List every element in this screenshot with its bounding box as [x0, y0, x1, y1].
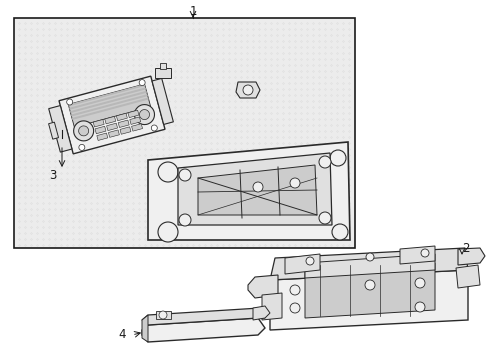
Polygon shape [148, 142, 349, 240]
Polygon shape [142, 308, 264, 325]
Bar [108, 130, 119, 138]
Circle shape [158, 222, 178, 242]
Text: 1: 1 [189, 5, 196, 18]
Bar [160, 63, 165, 69]
Text: 2: 2 [461, 242, 468, 255]
Circle shape [179, 169, 191, 181]
Bar [152, 78, 173, 125]
Circle shape [243, 85, 252, 95]
Circle shape [66, 99, 73, 105]
Bar [116, 113, 127, 121]
Circle shape [414, 302, 424, 312]
Circle shape [139, 109, 149, 120]
Polygon shape [236, 82, 260, 98]
Bar [69, 87, 146, 110]
Polygon shape [142, 315, 148, 342]
Circle shape [289, 285, 299, 295]
Polygon shape [457, 248, 484, 265]
Bar [104, 116, 116, 124]
Circle shape [420, 249, 428, 257]
Circle shape [159, 311, 167, 319]
Bar [129, 117, 141, 125]
Bar [156, 311, 171, 319]
Circle shape [134, 104, 154, 125]
Circle shape [289, 303, 299, 313]
Polygon shape [455, 265, 479, 288]
Circle shape [364, 280, 374, 290]
Bar [93, 120, 104, 127]
Circle shape [318, 156, 330, 168]
Polygon shape [142, 318, 264, 342]
Polygon shape [305, 254, 434, 278]
Polygon shape [178, 153, 331, 225]
Circle shape [305, 257, 313, 265]
Circle shape [179, 214, 191, 226]
Circle shape [79, 144, 85, 150]
Bar [128, 110, 139, 118]
Circle shape [365, 253, 373, 261]
Polygon shape [262, 293, 282, 320]
Polygon shape [285, 254, 319, 274]
Circle shape [414, 278, 424, 288]
Polygon shape [305, 263, 434, 318]
Circle shape [318, 212, 330, 224]
Polygon shape [399, 246, 434, 264]
Bar [49, 105, 72, 152]
Polygon shape [269, 270, 467, 330]
Bar [68, 84, 145, 107]
Polygon shape [269, 248, 467, 280]
Text: 3: 3 [49, 168, 57, 181]
Text: 4: 4 [118, 328, 126, 342]
Bar [118, 120, 129, 127]
Circle shape [331, 224, 347, 240]
Bar [106, 123, 117, 131]
Circle shape [329, 150, 346, 166]
Polygon shape [247, 275, 278, 298]
Circle shape [74, 121, 94, 141]
Polygon shape [198, 165, 316, 215]
Bar [70, 91, 146, 113]
Bar [131, 124, 142, 131]
Circle shape [79, 126, 88, 136]
Bar [68, 84, 150, 127]
Bar [14, 18, 354, 248]
Circle shape [252, 182, 263, 192]
Bar [59, 76, 164, 154]
Circle shape [151, 125, 157, 131]
Bar [120, 127, 131, 134]
Polygon shape [252, 306, 269, 320]
Circle shape [289, 178, 299, 188]
Circle shape [139, 80, 145, 86]
Bar [97, 133, 107, 140]
Bar [72, 98, 148, 120]
Bar [95, 126, 106, 134]
Circle shape [158, 162, 178, 182]
Bar [155, 68, 171, 78]
Bar [71, 94, 147, 117]
Bar [48, 122, 59, 139]
